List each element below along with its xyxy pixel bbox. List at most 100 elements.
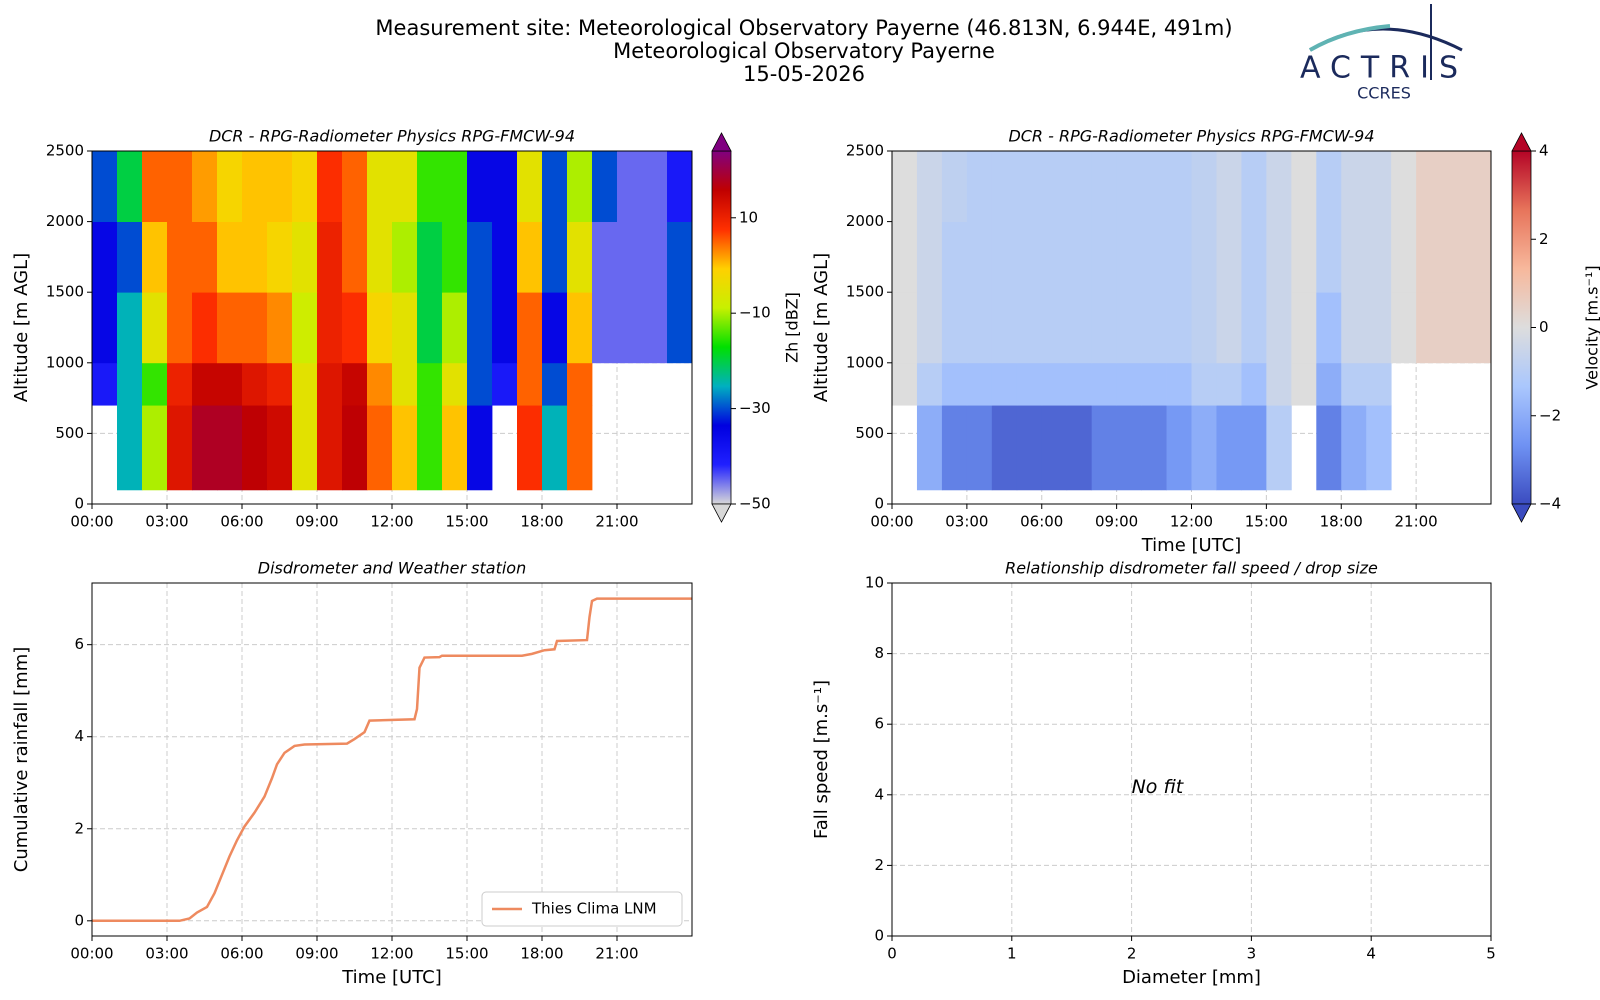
heatmap-cell xyxy=(167,362,193,406)
heatmap-cell xyxy=(192,292,218,364)
heatmap-cell xyxy=(1016,221,1043,293)
heatmap-cell xyxy=(392,292,418,364)
heatmap-cell xyxy=(542,405,568,491)
x-tick-label: 18:00 xyxy=(520,513,563,531)
heatmap-cell xyxy=(991,221,1018,293)
x-tick-label: 03:00 xyxy=(945,513,988,531)
heatmap-cell xyxy=(1041,292,1068,364)
heatmap-cell xyxy=(1466,221,1492,293)
heatmap-cell xyxy=(1141,405,1167,491)
heatmap-cell xyxy=(1041,362,1068,406)
colorbar-tick-label: 0 xyxy=(1539,318,1549,336)
x-tick-label: 15:00 xyxy=(1245,513,1288,531)
x-tick-label: 09:00 xyxy=(295,945,338,963)
heatmap-cell xyxy=(966,221,993,293)
heatmap-cell xyxy=(1166,362,1192,406)
heatmap-cell xyxy=(392,362,418,406)
heatmap-cell xyxy=(1191,221,1217,293)
heatmap-cell xyxy=(417,405,443,491)
heatmap-cell xyxy=(142,221,168,293)
heatmap-cell xyxy=(1441,221,1467,293)
heatmap-cell xyxy=(267,292,293,364)
heatmap-cell xyxy=(1141,151,1167,222)
heatmap-cell xyxy=(1191,292,1217,364)
heatmap-cell xyxy=(1366,221,1392,293)
y-tick-label: 10 xyxy=(865,574,884,592)
colorbar-tick-label: −50 xyxy=(739,495,771,513)
heatmap-cell xyxy=(1291,221,1317,293)
heatmap-cell xyxy=(292,405,318,491)
heatmap-cell xyxy=(1441,151,1467,222)
heatmap-cell xyxy=(442,221,468,293)
heatmap-cell xyxy=(1266,362,1292,406)
heatmap-cell xyxy=(242,405,268,491)
y-tick-label: 2000 xyxy=(846,212,884,230)
annotation: No fit xyxy=(1132,776,1185,798)
heatmap-cell xyxy=(442,362,468,406)
heatmap-cell xyxy=(192,362,218,406)
heatmap-cell xyxy=(991,362,1018,406)
heatmap-cell xyxy=(317,151,343,222)
heatmap-cell xyxy=(317,362,343,406)
heatmap-cell xyxy=(592,221,618,293)
heatmap-cell xyxy=(1366,292,1392,364)
colorbar-tick-label: −4 xyxy=(1539,495,1561,513)
heatmap-cell xyxy=(192,151,218,222)
heatmap-cell xyxy=(1091,151,1118,222)
heatmap-cell xyxy=(1166,221,1192,293)
x-tick-label: 12:00 xyxy=(1170,513,1213,531)
y-tick-label: 0 xyxy=(874,495,884,513)
heatmap-cell xyxy=(517,221,543,293)
x-tick-label: 15:00 xyxy=(445,513,488,531)
heatmap-cell xyxy=(667,292,693,364)
heatmap-cell xyxy=(1116,221,1142,293)
heatmap-cell xyxy=(492,151,518,222)
logo: ACTRIS CCRES xyxy=(1300,4,1463,103)
panel: Thies Clima LNM 00:00 03:00 06:00 09:00 12:00… xyxy=(11,559,693,988)
heatmap-cell xyxy=(1416,221,1442,293)
heatmap-cell xyxy=(1016,292,1043,364)
heatmap-cell xyxy=(1141,221,1167,293)
heatmap-cell xyxy=(1266,221,1292,293)
x-tick-label: 3 xyxy=(1247,945,1257,963)
heatmap-cell xyxy=(542,292,568,364)
heatmap-cell xyxy=(966,362,993,406)
panel: −4 −2 0 2 4 Velocity [m.s⁻¹] 00:00 03:00 06:00 09… xyxy=(811,127,1600,557)
colorbar-extend xyxy=(1511,503,1532,523)
heatmap-cell xyxy=(1191,362,1217,406)
heatmap-cell xyxy=(1091,362,1118,406)
heatmap-cell xyxy=(217,221,243,293)
y-tick-label: 4 xyxy=(874,785,884,803)
heatmap-cell xyxy=(267,221,293,293)
heatmap-cell xyxy=(467,362,493,406)
y-tick-label: 2500 xyxy=(846,142,884,160)
heatmap-cell xyxy=(1341,362,1367,406)
x-tick-label: 18:00 xyxy=(1320,513,1363,531)
heatmap-cell xyxy=(1166,405,1192,491)
heatmap-cell xyxy=(467,405,493,491)
heatmap-cell xyxy=(916,151,943,222)
heatmap-cell xyxy=(1216,151,1242,222)
heatmap-cell xyxy=(1291,362,1317,406)
heatmap-cell xyxy=(367,362,393,406)
panel-title: Disdrometer and Weather station xyxy=(258,559,526,578)
heatmap-cell xyxy=(567,151,593,222)
heatmap-cell xyxy=(617,292,643,364)
heatmap-cell xyxy=(1341,221,1367,293)
heatmap-cell xyxy=(1241,362,1267,406)
heatmap-cell xyxy=(1216,292,1242,364)
y-tick-label: 2500 xyxy=(46,142,84,160)
heatmap-cell xyxy=(517,292,543,364)
heatmap-cell xyxy=(966,292,993,364)
heatmap-cell xyxy=(892,292,918,364)
y-tick-label: 500 xyxy=(55,424,84,442)
heatmap-cell xyxy=(117,221,143,293)
heatmap-cell xyxy=(1116,405,1142,491)
heatmap-cell xyxy=(642,221,668,293)
x-tick-label: 1 xyxy=(1007,945,1017,963)
heatmap-cell xyxy=(642,292,668,364)
heatmap-cell xyxy=(542,151,568,222)
x-tick-label: 09:00 xyxy=(295,513,338,531)
heatmap-cell xyxy=(417,292,443,364)
heatmap-cell xyxy=(242,362,268,406)
